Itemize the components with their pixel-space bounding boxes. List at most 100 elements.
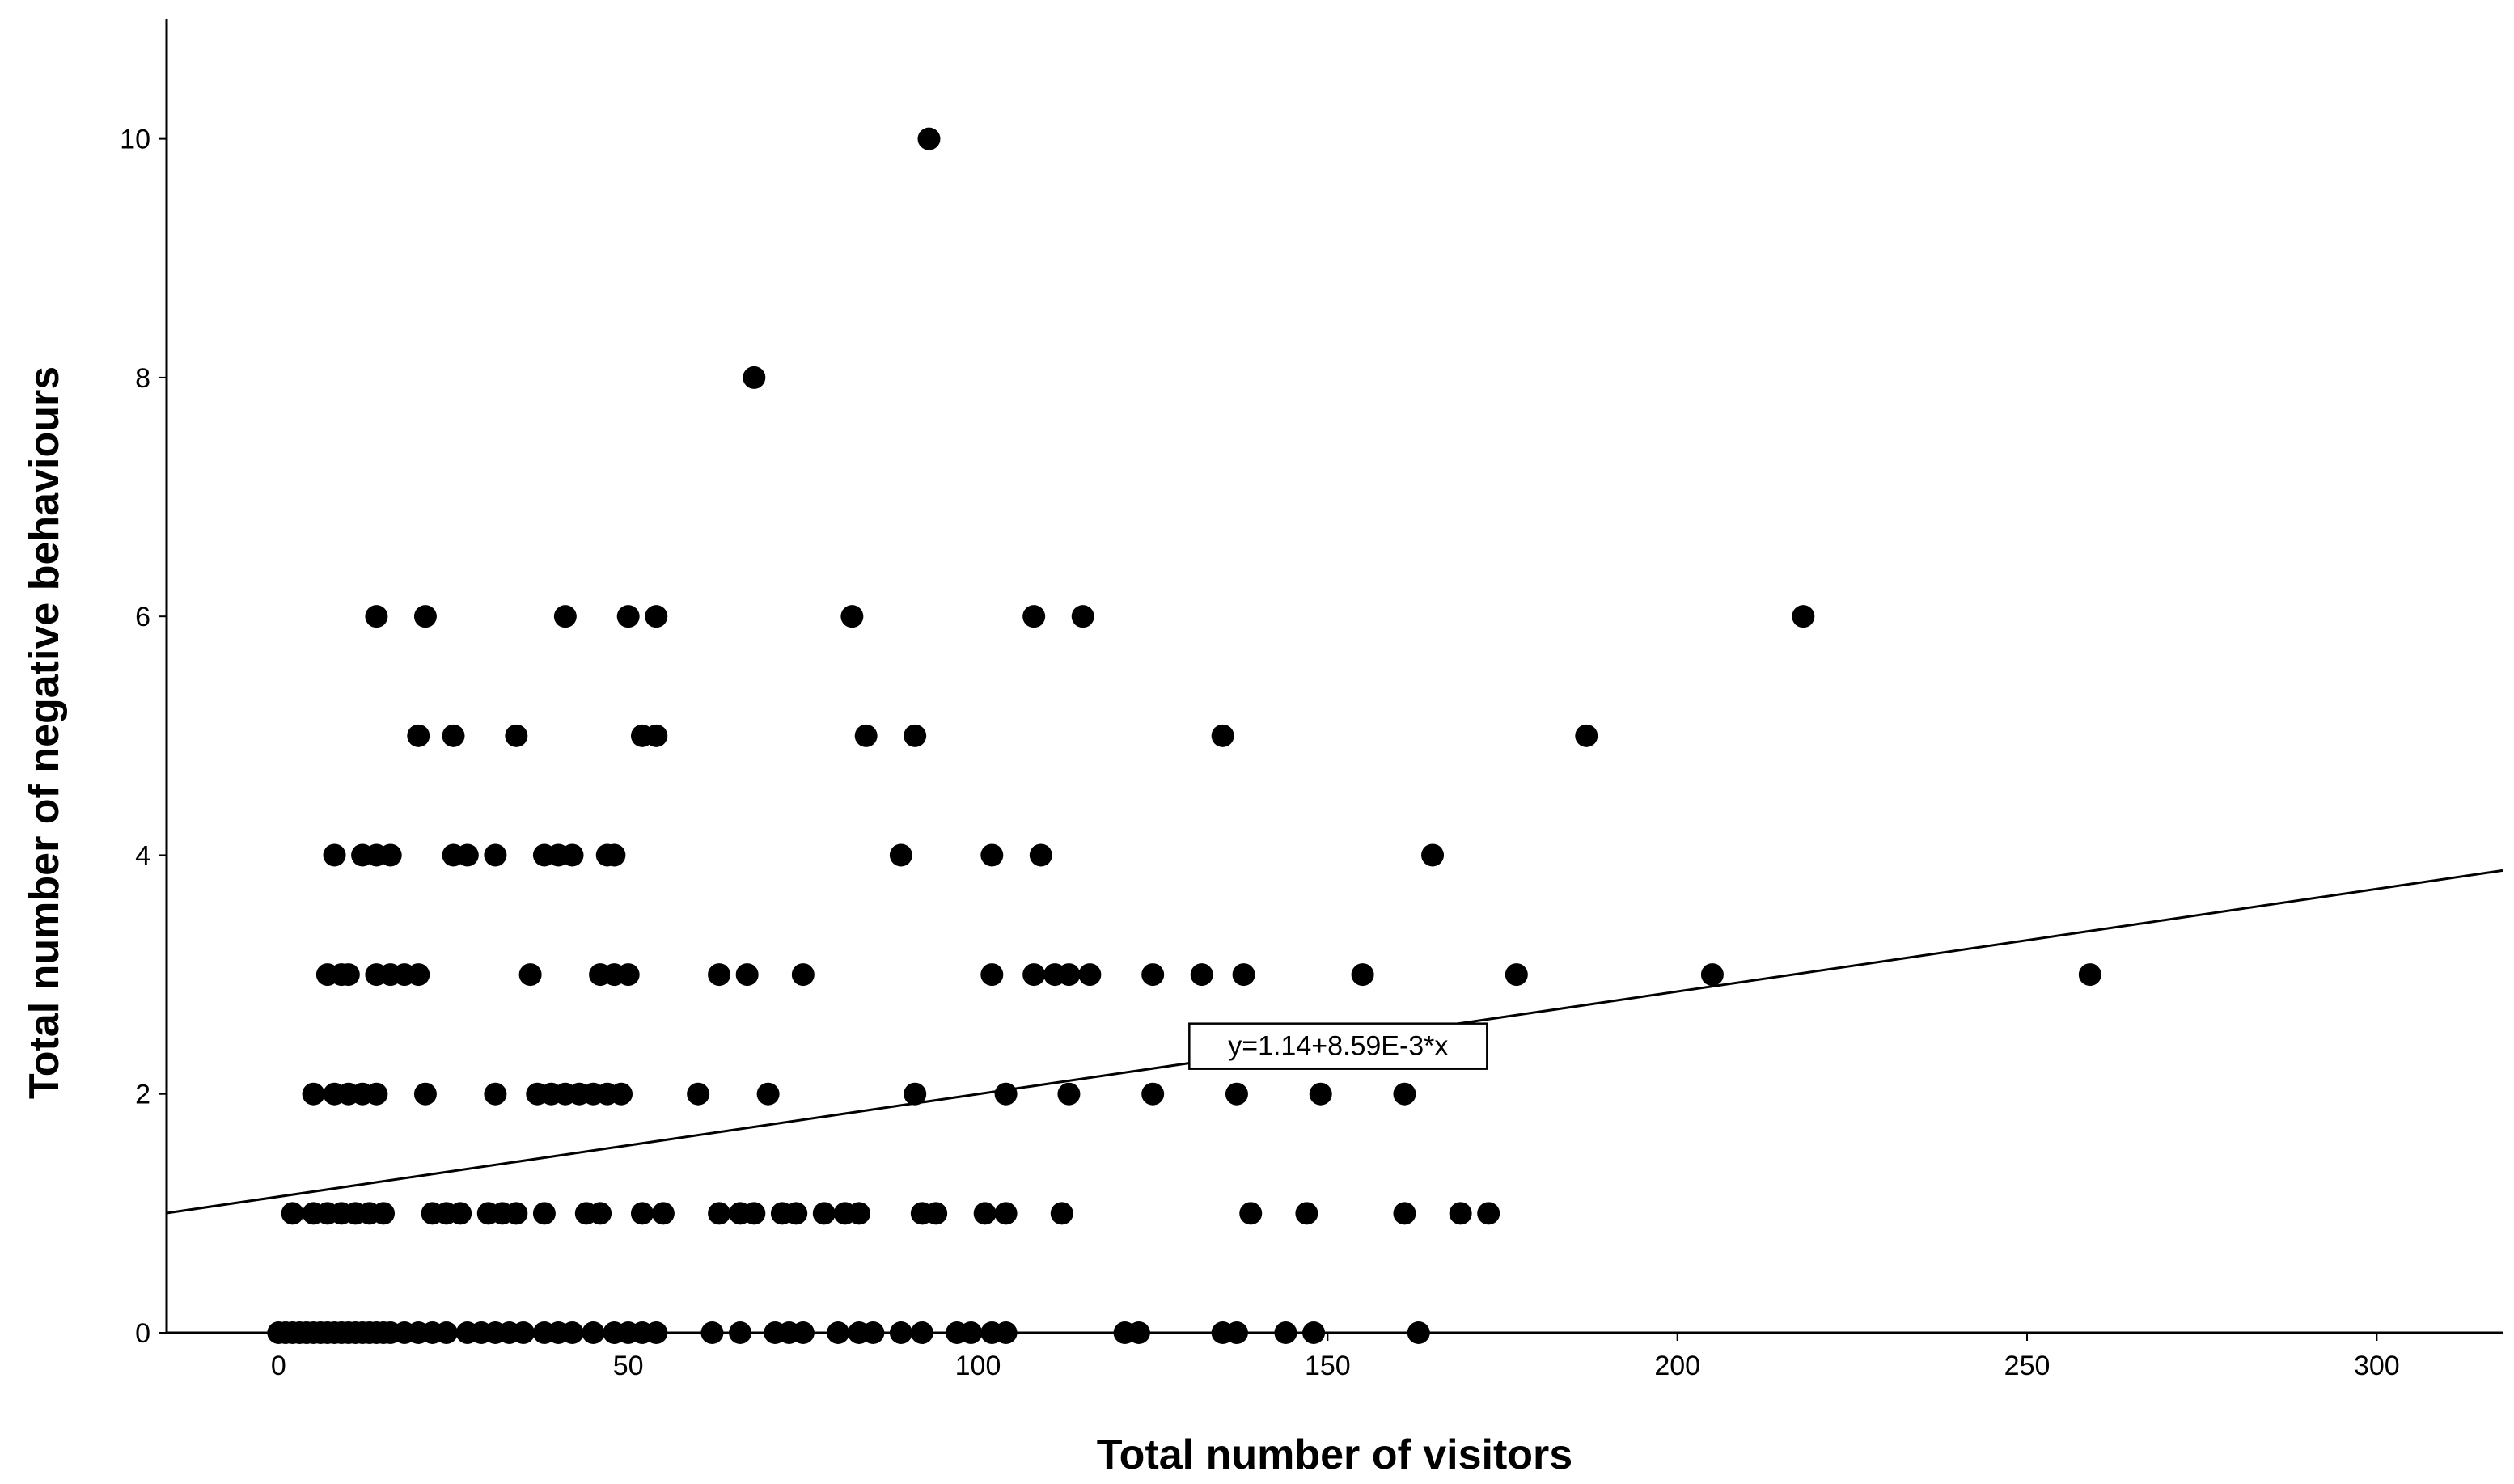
data-point <box>561 1321 584 1344</box>
data-point <box>603 843 626 867</box>
data-point <box>959 1321 983 1344</box>
data-point <box>553 605 577 628</box>
data-point <box>1421 843 1445 867</box>
x-tick-label: 150 <box>1305 1351 1351 1381</box>
data-point <box>610 1082 633 1106</box>
data-point <box>455 843 479 867</box>
data-point <box>1211 724 1234 747</box>
data-point <box>973 1202 997 1225</box>
y-tick-label: 8 <box>135 363 150 394</box>
data-point <box>1295 1202 1318 1225</box>
data-point <box>505 724 528 747</box>
data-point <box>532 1202 556 1225</box>
data-point <box>413 1082 437 1106</box>
data-point <box>561 843 584 867</box>
data-point <box>904 724 927 747</box>
data-point <box>1141 963 1165 987</box>
data-point <box>449 1202 472 1225</box>
data-point <box>2078 963 2101 987</box>
data-point <box>651 1202 675 1225</box>
y-axis-title: Total number of negative behaviours <box>21 366 68 1099</box>
data-point <box>365 605 388 628</box>
data-point <box>1449 1202 1472 1225</box>
data-point <box>840 605 864 628</box>
data-point <box>743 366 766 389</box>
data-point <box>687 1082 710 1106</box>
y-tick-label: 6 <box>135 602 150 632</box>
data-point <box>407 963 430 987</box>
x-tick-label: 50 <box>613 1351 644 1381</box>
data-point <box>861 1321 885 1344</box>
data-point <box>336 963 360 987</box>
data-point <box>925 1202 948 1225</box>
data-point <box>910 1321 933 1344</box>
data-point <box>735 963 759 987</box>
data-point <box>645 724 668 747</box>
data-point <box>1190 963 1213 987</box>
data-point <box>616 605 640 628</box>
data-points <box>267 127 2101 1344</box>
equation-text: y=1.14+8.59E-3*x <box>1228 1031 1448 1062</box>
x-tick-label: 250 <box>2004 1351 2051 1381</box>
data-point <box>1792 605 1815 628</box>
x-ticks: 0 50 100 150 200 250 300 <box>271 1333 2400 1381</box>
data-point <box>1351 963 1374 987</box>
data-point <box>323 843 346 867</box>
data-point <box>407 724 430 747</box>
data-point <box>645 1321 668 1344</box>
data-point <box>889 1321 912 1344</box>
data-point <box>994 1202 1018 1225</box>
data-point <box>785 1202 808 1225</box>
y-tick-label: 0 <box>135 1318 150 1349</box>
data-point <box>729 1321 752 1344</box>
axes <box>165 19 2503 1334</box>
data-point <box>442 724 465 747</box>
data-point <box>1022 963 1046 987</box>
x-tick-label: 300 <box>2354 1351 2400 1381</box>
data-point <box>372 1202 396 1225</box>
data-point <box>1477 1202 1500 1225</box>
data-point <box>743 1202 766 1225</box>
data-point <box>1302 1321 1326 1344</box>
data-point <box>904 1082 927 1106</box>
data-point <box>1407 1321 1430 1344</box>
data-point <box>484 1082 507 1106</box>
data-point <box>1141 1082 1165 1106</box>
data-point <box>1050 1202 1073 1225</box>
data-point <box>434 1321 458 1344</box>
y-tick-label: 4 <box>135 840 150 871</box>
data-point <box>518 963 542 987</box>
data-point <box>511 1321 535 1344</box>
y-ticks: 0 2 4 6 8 10 <box>120 125 167 1349</box>
data-point <box>1239 1202 1263 1225</box>
data-point <box>1078 963 1102 987</box>
data-point <box>994 1321 1018 1344</box>
data-point <box>1505 963 1528 987</box>
data-point <box>889 843 912 867</box>
data-point <box>791 1321 815 1344</box>
data-point <box>505 1202 528 1225</box>
data-point <box>1232 963 1255 987</box>
data-point <box>708 1202 731 1225</box>
regression-equation-label: y=1.14+8.59E-3*x <box>1188 1022 1488 1070</box>
data-point <box>1393 1202 1416 1225</box>
data-point <box>582 1321 605 1344</box>
data-point <box>630 1202 654 1225</box>
data-point <box>1071 605 1094 628</box>
data-point <box>413 605 437 628</box>
data-point <box>365 1082 388 1106</box>
data-point <box>1029 843 1052 867</box>
data-point <box>791 963 815 987</box>
data-point <box>980 843 1004 867</box>
data-point <box>379 843 402 867</box>
data-point <box>1127 1321 1150 1344</box>
data-point <box>589 1202 612 1225</box>
data-point <box>484 843 507 867</box>
data-point <box>302 1082 325 1106</box>
y-tick-label: 10 <box>120 125 150 155</box>
data-point <box>1225 1082 1248 1106</box>
data-point <box>1057 1082 1081 1106</box>
data-point <box>1575 724 1598 747</box>
